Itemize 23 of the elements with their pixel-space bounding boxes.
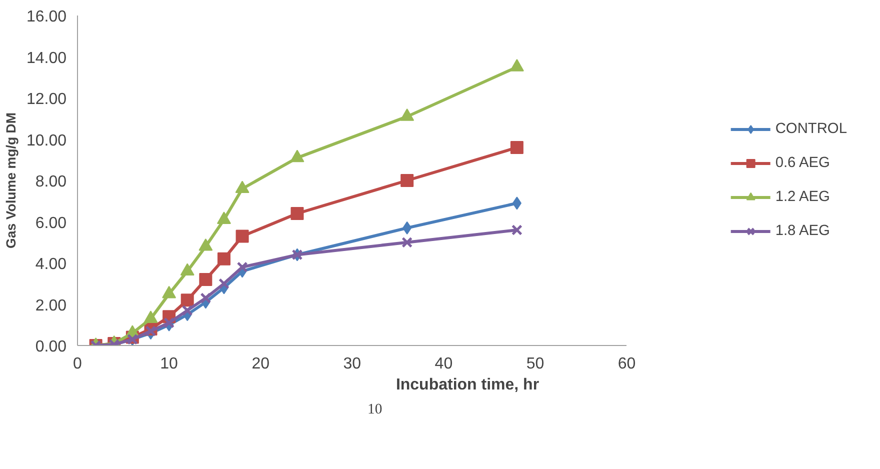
- x-tick-label: 50: [526, 356, 544, 372]
- y-tick-label: 14.00: [26, 50, 67, 67]
- y-tick-label: 8.00: [35, 174, 67, 190]
- y-axis-title: Gas Volume mg/g DM: [3, 112, 18, 249]
- legend-label: 1.2 AEG: [775, 189, 830, 205]
- x-axis-title: Incubation time, hr: [396, 376, 540, 394]
- x-tick-label: 10: [160, 356, 178, 372]
- y-tick-label: 4.00: [35, 256, 67, 273]
- x-tick-label: 20: [252, 356, 270, 372]
- legend-label: CONTROL: [775, 121, 847, 137]
- x-tick-label: 30: [343, 356, 362, 372]
- legend-label: 1.8 AEG: [775, 223, 830, 239]
- legend-label: 0.6 AEG: [775, 155, 830, 171]
- x-tick-label: 60: [618, 356, 636, 372]
- y-tick-label: 6.00: [35, 214, 67, 232]
- y-tick-label: 0.00: [35, 338, 67, 356]
- y-tick-label: 2.00: [35, 297, 67, 314]
- y-tick-label: 12.00: [26, 91, 67, 108]
- x-tick-label: 40: [434, 356, 453, 372]
- x-tick-label: 0: [73, 356, 82, 372]
- y-tick-label: 10.00: [26, 132, 67, 150]
- y-tick-label: 16.00: [26, 8, 67, 26]
- text: 10: [368, 402, 382, 418]
